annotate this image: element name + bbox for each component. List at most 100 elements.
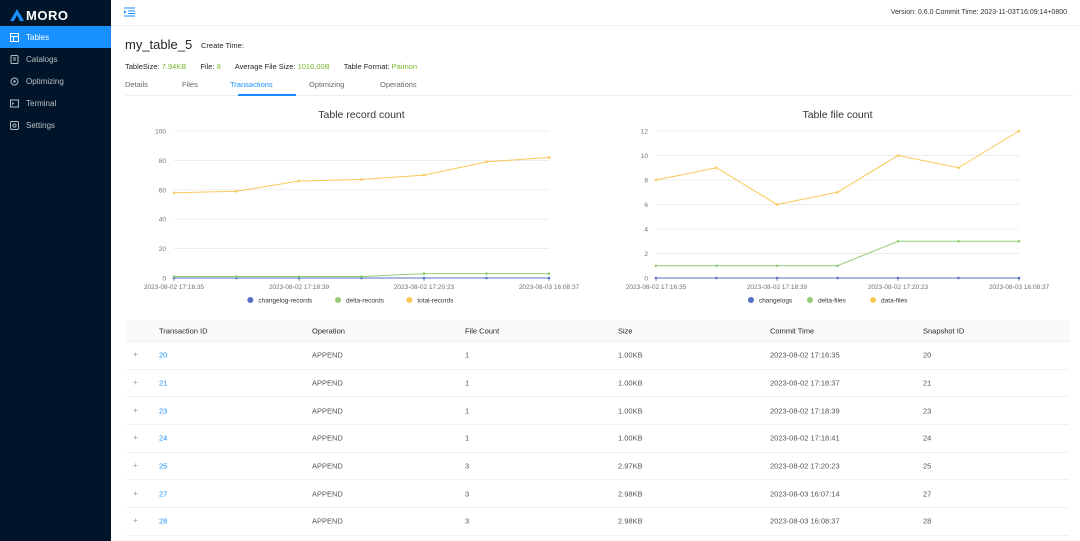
transaction-id-link[interactable]: 23: [159, 406, 168, 416]
data-point: [836, 276, 839, 280]
sidebar-item-label: Catalogs: [26, 54, 58, 64]
legend-label: delta-files: [818, 298, 847, 305]
data-point: [1017, 276, 1021, 280]
x-tick-label: 2023-08-03 16:08:37: [519, 284, 580, 291]
cell-commit-time: 2023-08-02 17:18:39: [770, 406, 840, 416]
avg-file-size: Average File Size: 1016.00B: [235, 62, 330, 71]
data-point: [360, 275, 363, 278]
col-file-count[interactable]: File Count: [465, 326, 500, 335]
col-snapshot-id[interactable]: Snapshot ID: [923, 326, 965, 335]
table-row: +24 APPEND 1 1.00KB 2023-08-02 17:18:41 24: [126, 425, 1069, 453]
sidebar-item-catalogs[interactable]: Catalogs: [0, 48, 111, 70]
cell-snapshot-id: 20: [923, 350, 932, 360]
legend-item-delta-records[interactable]: delta-records: [335, 297, 385, 305]
record-count-chart: Table record count 0 20 40 60 80 100 2023-08-02…: [144, 109, 580, 305]
transaction-id-link[interactable]: 24: [159, 433, 168, 443]
cell-snapshot-id: 28: [923, 516, 932, 526]
file-count-label: File:: [200, 62, 215, 71]
menu-fold-icon[interactable]: [124, 7, 135, 17]
file-count-value: 8: [216, 62, 221, 71]
y-tick-label: 4: [644, 227, 648, 234]
cell-commit-time: 2023-08-02 17:18:41: [770, 433, 840, 443]
cell-file-count: 3: [465, 461, 470, 471]
expand-row-icon[interactable]: +: [133, 405, 138, 415]
avg-file-size-value: 1016.00B: [297, 62, 330, 71]
tab-optimizing[interactable]: Optimizing: [309, 80, 345, 89]
sidebar-item-tables[interactable]: Tables: [0, 26, 111, 48]
cell-operation: APPEND: [312, 378, 343, 388]
create-time-label: Create Time:: [201, 41, 244, 50]
transaction-id-link[interactable]: 27: [159, 489, 168, 499]
legend-marker: [747, 297, 754, 303]
x-tick-label: 2023-08-02 17:18:39: [747, 284, 808, 291]
tab-details[interactable]: Details: [125, 80, 148, 89]
y-tick-label: 0: [162, 276, 166, 283]
data-point: [775, 203, 779, 206]
transaction-id-link[interactable]: 21: [159, 378, 168, 388]
tab-transactions[interactable]: Transactions: [230, 80, 273, 89]
cell-commit-time: 2023-08-03 16:08:37: [770, 516, 840, 526]
sidebar-item-label: Optimizing: [26, 76, 64, 86]
legend-item-data-files[interactable]: data-files: [870, 297, 908, 305]
legend-label: changelog-records: [258, 298, 313, 305]
data-point: [957, 239, 960, 243]
legend-item-total-records[interactable]: total-records: [406, 297, 454, 305]
expand-row-icon[interactable]: +: [133, 516, 138, 526]
expand-row-icon[interactable]: +: [133, 350, 138, 360]
legend-item-changelog-records[interactable]: changelog-records: [247, 297, 313, 305]
data-point: [485, 272, 488, 275]
data-point: [1017, 239, 1021, 243]
expand-row-icon[interactable]: +: [133, 378, 138, 388]
cell-size: 1.00KB: [618, 433, 643, 443]
cell-operation: APPEND: [312, 433, 343, 443]
table-row: +25 APPEND 3 2.97KB 2023-08-02 17:20:23 25: [126, 453, 1069, 481]
expand-row-icon[interactable]: +: [133, 488, 138, 498]
table-header: Transaction ID Operation File Count Size…: [126, 320, 1069, 342]
data-point: [654, 264, 658, 268]
sidebar-item-terminal[interactable]: Terminal: [0, 92, 111, 114]
legend-item-changelogs[interactable]: changelogs: [747, 297, 793, 305]
transaction-id-link[interactable]: 20: [159, 350, 168, 360]
cell-commit-time: 2023-08-02 17:16:35: [770, 350, 840, 360]
transaction-id-link[interactable]: 25: [159, 461, 168, 471]
y-tick-label: 12: [641, 129, 649, 136]
cell-snapshot-id: 23: [923, 406, 932, 416]
table-size-label: TableSize:: [125, 62, 160, 71]
logo[interactable]: MORO: [10, 7, 68, 23]
expand-row-icon[interactable]: +: [133, 433, 138, 443]
expand-row-icon[interactable]: +: [133, 461, 138, 471]
legend-item-delta-files[interactable]: delta-files: [806, 297, 847, 305]
legend-marker: [870, 297, 877, 303]
cell-snapshot-id: 25: [923, 461, 932, 471]
cell-size: 1.00KB: [618, 406, 643, 416]
col-transaction-id[interactable]: Transaction ID: [159, 326, 208, 335]
transaction-id-link[interactable]: 28: [159, 516, 168, 526]
data-point: [360, 178, 363, 181]
sidebar-item-optimizing[interactable]: Optimizing: [0, 70, 111, 92]
cell-file-count: 1: [465, 350, 470, 360]
data-point: [547, 276, 551, 280]
data-point: [715, 166, 718, 170]
legend-label: data-files: [881, 298, 908, 305]
col-commit-time[interactable]: Commit Time: [770, 326, 815, 335]
y-tick-label: 100: [155, 129, 166, 136]
header: Version: 0.6.0 Commit Time: 2023-11-03T1…: [111, 0, 1080, 26]
data-point: [896, 239, 900, 243]
legend-label: total-records: [417, 298, 454, 305]
y-tick-label: 2: [644, 251, 648, 258]
chart-title: Table file count: [802, 109, 872, 121]
logo-icon: [10, 9, 24, 21]
catalog-icon: [10, 54, 19, 64]
col-size[interactable]: Size: [618, 326, 633, 335]
series-line-total-records: [173, 156, 550, 194]
data-point: [172, 275, 176, 278]
sidebar-item-settings[interactable]: Settings: [0, 114, 111, 136]
data-point: [422, 173, 426, 177]
tab-files[interactable]: Files: [182, 80, 198, 89]
data-point: [172, 191, 176, 195]
cell-operation: APPEND: [312, 350, 343, 360]
logo-text: MORO: [26, 7, 69, 23]
tab-operations[interactable]: Operations: [380, 80, 417, 89]
col-operation[interactable]: Operation: [312, 326, 345, 335]
data-point: [957, 276, 960, 280]
